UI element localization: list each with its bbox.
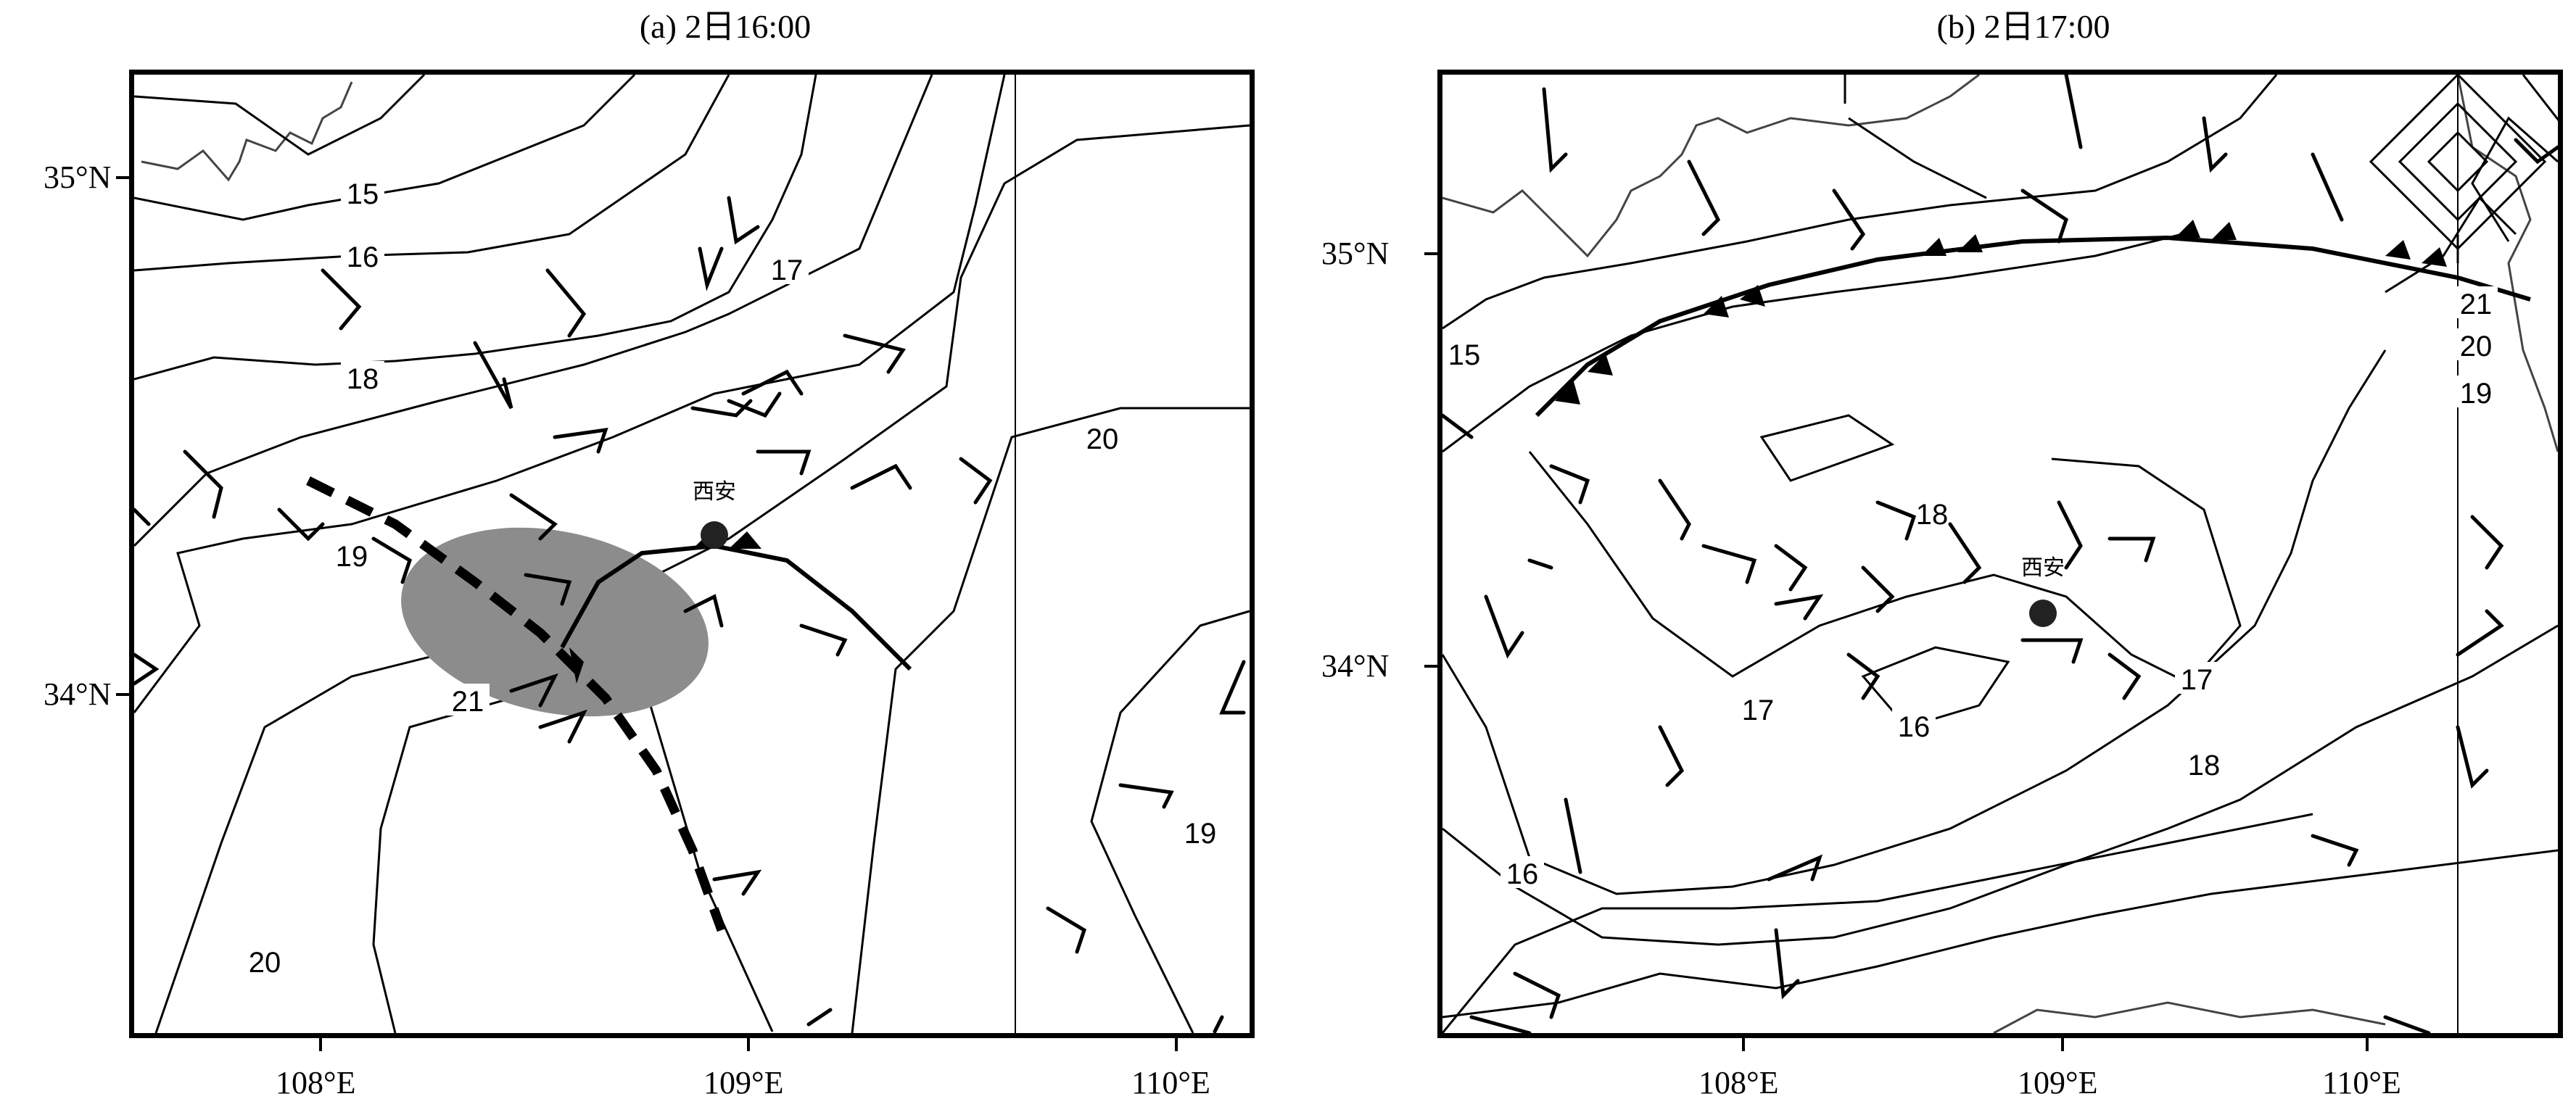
contour-label-20: 20: [1086, 423, 1119, 455]
contour-labels: 15 18 17 16 17 18 16 21 20 19: [1446, 286, 2498, 890]
panel-b-lon-108: 108°E: [1698, 1065, 1779, 1100]
panel-b-lon-110: 110°E: [2322, 1065, 2401, 1100]
panel-a-lat-34: 34°N: [44, 676, 112, 712]
panel-a-lat-35: 35°N: [44, 159, 112, 195]
province-boundary-north: [1442, 75, 1980, 258]
contour-labels: 15 16 17 18 19 20 21 19 20: [243, 176, 1222, 979]
contour-label-19: 19: [2460, 378, 2493, 410]
province-boundary-south: [1993, 1001, 2386, 1033]
city-xian-marker: [701, 521, 728, 549]
contour-label-18b: 18: [2188, 750, 2221, 781]
contour-label-17: 17: [771, 254, 804, 286]
panel-a-lon-109: 109°E: [703, 1065, 784, 1100]
contour-label-18: 18: [1916, 499, 1949, 531]
storm-area: [401, 527, 709, 717]
cold-front: [1535, 235, 2531, 418]
panel-a-lon-110: 110°E: [1131, 1065, 1210, 1100]
panel-b-map: 西安 15 18 17 16 17 18 16 21 20: [1437, 70, 2563, 1038]
contour-label-16: 16: [347, 241, 379, 273]
contour-label-16: 16: [1898, 711, 1931, 743]
contour-label-15: 15: [347, 178, 379, 210]
province-boundary-east: [2456, 75, 2558, 452]
contour-label-19b: 19: [1184, 818, 1217, 850]
panel-a-map: 西安 15 16 17 18 19 20 21 19 20: [129, 70, 1255, 1038]
contour-label-20b: 20: [249, 947, 281, 979]
panel-a-map-svg: 西安 15 16 17 18 19 20 21 19 20: [134, 75, 1250, 1033]
wind-barbs: [134, 196, 1246, 1033]
isotherms: [134, 75, 1250, 1033]
cold-front-triangles: [1555, 220, 2447, 405]
panel-a-lon-108: 108°E: [276, 1065, 356, 1100]
panel-b-map-svg: 西安 15 18 17 16 17 18 16 21 20: [1442, 75, 2558, 1033]
city-xian-marker: [2029, 600, 2057, 627]
province-boundary: [141, 81, 353, 182]
isotherms: [1442, 75, 2558, 1033]
contour-label-18: 18: [347, 363, 379, 395]
city-xian-label: 西安: [693, 480, 736, 504]
city-xian-label: 西安: [2021, 556, 2065, 580]
contour-label-21: 21: [452, 686, 484, 718]
contour-label-19: 19: [336, 541, 368, 573]
contour-label-21: 21: [2460, 289, 2493, 320]
wind-barbs: [1442, 75, 2558, 1033]
contour-label-20: 20: [2460, 331, 2493, 362]
panel-b-lon-109: 109°E: [2018, 1065, 2098, 1100]
panel-b-lat-35: 35°N: [1321, 236, 1390, 271]
contour-label-17b: 17: [2181, 664, 2213, 696]
panel-b-title: (b) 2日17:00: [1936, 8, 2110, 45]
contour-label-17: 17: [1742, 695, 1775, 726]
contour-label-16b: 16: [1506, 858, 1539, 890]
contour-label-15: 15: [1448, 339, 1481, 371]
panel-b-lat-34: 34°N: [1321, 648, 1390, 684]
panel-a-title: (a) 2日16:00: [639, 8, 812, 45]
